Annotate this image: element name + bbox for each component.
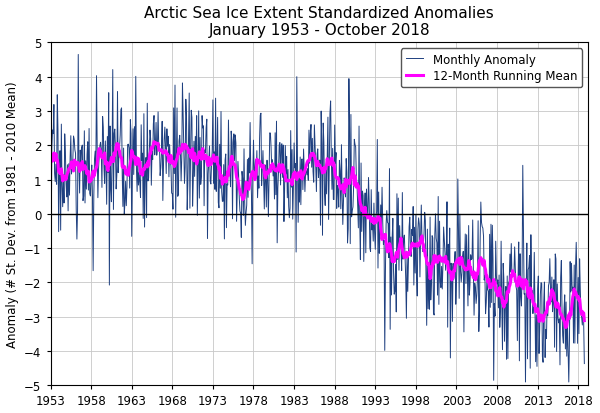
12-Month Running Mean — [151, 140, 158, 145]
Line: 12-Month Running Mean: 12-Month Running Mean — [50, 142, 584, 328]
Monthly Anomaly — [565, 380, 572, 385]
Line: Monthly Anomaly: Monthly Anomaly — [50, 55, 584, 382]
Monthly Anomaly — [249, 173, 256, 178]
Monthly Anomaly — [47, 158, 54, 163]
12-Month Running Mean — [491, 283, 498, 288]
12-Month Running Mean — [249, 169, 256, 174]
12-Month Running Mean — [105, 161, 112, 166]
Y-axis label: Anomaly (# St. Dev. from 1981 - 2010 Mean): Anomaly (# St. Dev. from 1981 - 2010 Mea… — [5, 81, 19, 347]
12-Month Running Mean — [362, 205, 369, 210]
Title: Arctic Sea Ice Extent Standardized Anomalies
January 1953 - October 2018: Arctic Sea Ice Extent Standardized Anoma… — [145, 5, 494, 38]
Legend: Monthly Anomaly, 12-Month Running Mean: Monthly Anomaly, 12-Month Running Mean — [401, 49, 582, 88]
12-Month Running Mean — [562, 325, 569, 330]
Monthly Anomaly — [491, 301, 498, 306]
Monthly Anomaly — [551, 345, 558, 350]
Monthly Anomaly — [106, 283, 113, 288]
12-Month Running Mean — [581, 318, 588, 323]
Monthly Anomaly — [362, 191, 369, 196]
Monthly Anomaly — [581, 361, 588, 366]
12-Month Running Mean — [47, 153, 54, 158]
12-Month Running Mean — [550, 293, 557, 298]
Monthly Anomaly — [522, 380, 529, 385]
12-Month Running Mean — [565, 313, 572, 318]
Monthly Anomaly — [74, 53, 82, 58]
